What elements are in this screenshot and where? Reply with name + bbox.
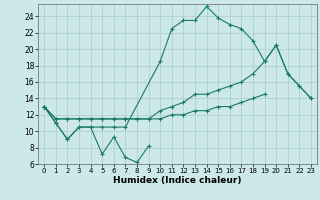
X-axis label: Humidex (Indice chaleur): Humidex (Indice chaleur): [113, 176, 242, 185]
